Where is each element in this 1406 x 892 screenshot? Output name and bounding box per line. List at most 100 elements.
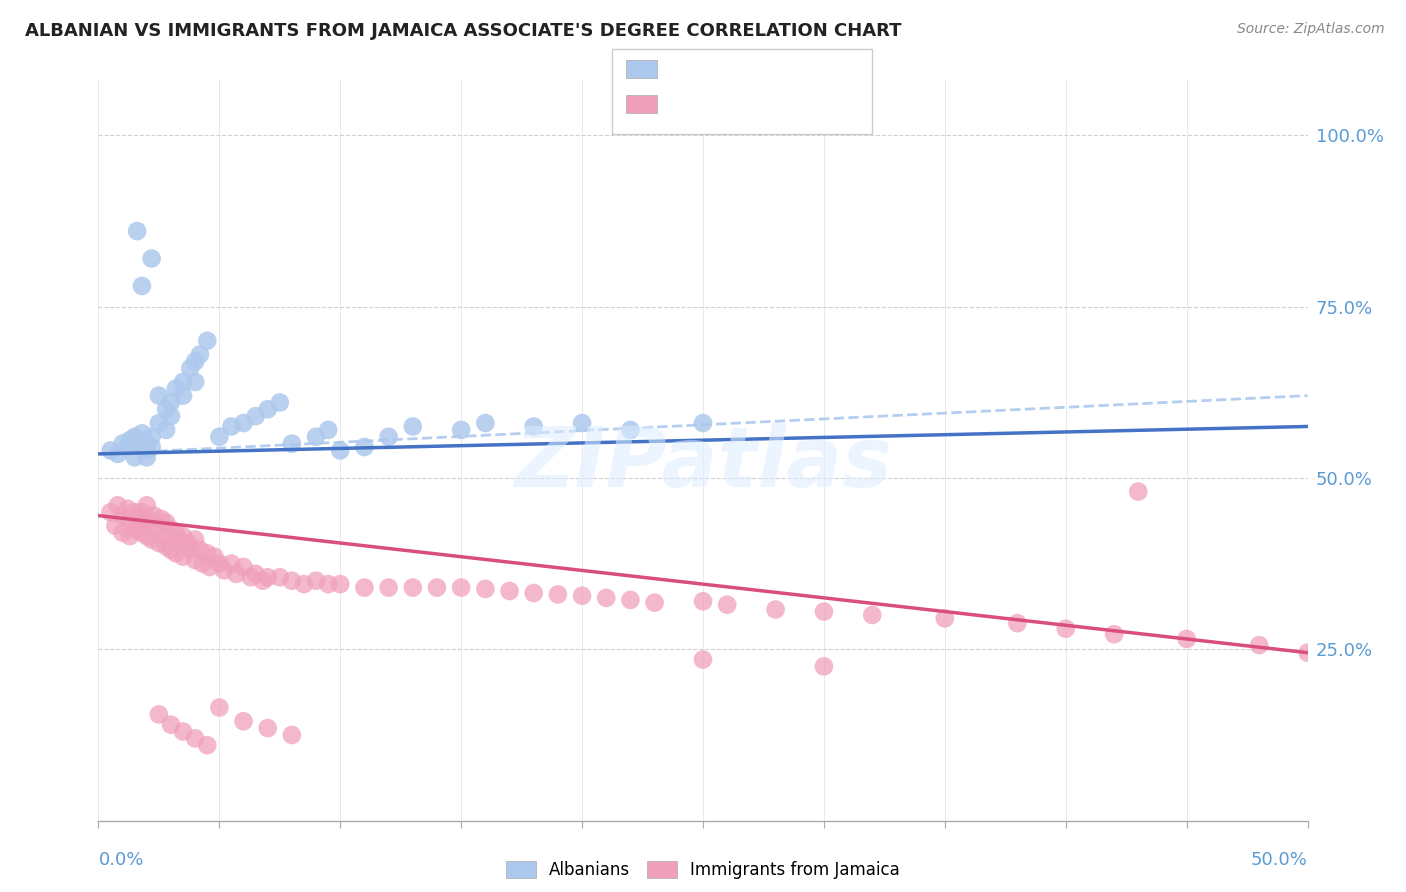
- Point: [141, 430, 163, 444]
- Text: R =: R =: [665, 95, 702, 113]
- Point: [232, 560, 254, 574]
- Point: [148, 536, 170, 550]
- Legend: Albanians, Immigrants from Jamaica: Albanians, Immigrants from Jamaica: [506, 861, 900, 880]
- Point: [256, 570, 278, 584]
- Point: [523, 419, 546, 434]
- Point: [402, 581, 425, 595]
- Point: [107, 447, 129, 461]
- Point: [111, 525, 134, 540]
- Point: [172, 529, 194, 543]
- Point: [305, 430, 328, 444]
- Point: [292, 577, 315, 591]
- Point: [152, 529, 174, 543]
- Point: [232, 714, 254, 729]
- Point: [124, 522, 146, 536]
- Point: [208, 557, 231, 571]
- Point: [184, 731, 207, 746]
- Text: -0.331: -0.331: [704, 95, 763, 113]
- Point: [128, 516, 150, 530]
- Point: [195, 738, 218, 752]
- Point: [716, 598, 738, 612]
- Point: [281, 728, 304, 742]
- Point: [150, 512, 173, 526]
- Point: [135, 443, 157, 458]
- Point: [191, 557, 214, 571]
- Point: [281, 436, 304, 450]
- Point: [148, 416, 170, 430]
- Point: [111, 436, 134, 450]
- Point: [143, 508, 166, 523]
- Point: [148, 707, 170, 722]
- Point: [934, 611, 956, 625]
- Point: [141, 533, 163, 547]
- Text: 0.0%: 0.0%: [98, 851, 143, 869]
- Text: 50: 50: [803, 60, 825, 78]
- Point: [269, 570, 291, 584]
- Point: [104, 519, 127, 533]
- Point: [184, 354, 207, 368]
- Point: [571, 589, 593, 603]
- Point: [860, 607, 883, 622]
- Point: [245, 566, 267, 581]
- Text: 94: 94: [803, 95, 827, 113]
- Text: R =: R =: [665, 60, 702, 78]
- Point: [245, 409, 267, 424]
- Point: [118, 433, 141, 447]
- Point: [619, 423, 641, 437]
- Point: [377, 581, 399, 595]
- Point: [155, 402, 177, 417]
- Point: [131, 440, 153, 454]
- Point: [474, 416, 496, 430]
- Point: [305, 574, 328, 588]
- Point: [135, 529, 157, 543]
- Point: [269, 395, 291, 409]
- Point: [198, 560, 221, 574]
- Point: [127, 508, 149, 523]
- Point: [135, 436, 157, 450]
- Point: [117, 440, 139, 454]
- Point: [141, 516, 163, 530]
- Point: [195, 334, 218, 348]
- Point: [188, 347, 211, 361]
- Point: [172, 549, 194, 564]
- Point: [204, 549, 226, 564]
- Point: [124, 505, 146, 519]
- Point: [1249, 638, 1271, 652]
- Point: [117, 501, 139, 516]
- Point: [256, 721, 278, 735]
- Text: 0.095: 0.095: [704, 60, 756, 78]
- Point: [316, 577, 339, 591]
- Point: [160, 522, 183, 536]
- Point: [547, 587, 569, 601]
- Point: [131, 279, 153, 293]
- Point: [450, 423, 472, 437]
- Point: [127, 224, 149, 238]
- Point: [619, 593, 641, 607]
- Point: [148, 389, 170, 403]
- Point: [118, 512, 141, 526]
- Point: [165, 525, 187, 540]
- Point: [813, 659, 835, 673]
- Text: N =: N =: [766, 95, 803, 113]
- Point: [100, 505, 122, 519]
- Point: [252, 574, 274, 588]
- Point: [195, 546, 218, 560]
- Point: [225, 566, 247, 581]
- Point: [135, 450, 157, 465]
- Point: [118, 529, 141, 543]
- Point: [172, 389, 194, 403]
- Point: [167, 533, 190, 547]
- Point: [208, 700, 231, 714]
- Point: [179, 542, 201, 557]
- Point: [172, 724, 194, 739]
- Point: [1128, 484, 1150, 499]
- Point: [141, 252, 163, 266]
- Point: [1175, 632, 1198, 646]
- Point: [692, 416, 714, 430]
- Point: [692, 652, 714, 666]
- Point: [184, 553, 207, 567]
- Point: [177, 536, 200, 550]
- Point: [595, 591, 617, 605]
- Point: [141, 440, 163, 454]
- Point: [135, 498, 157, 512]
